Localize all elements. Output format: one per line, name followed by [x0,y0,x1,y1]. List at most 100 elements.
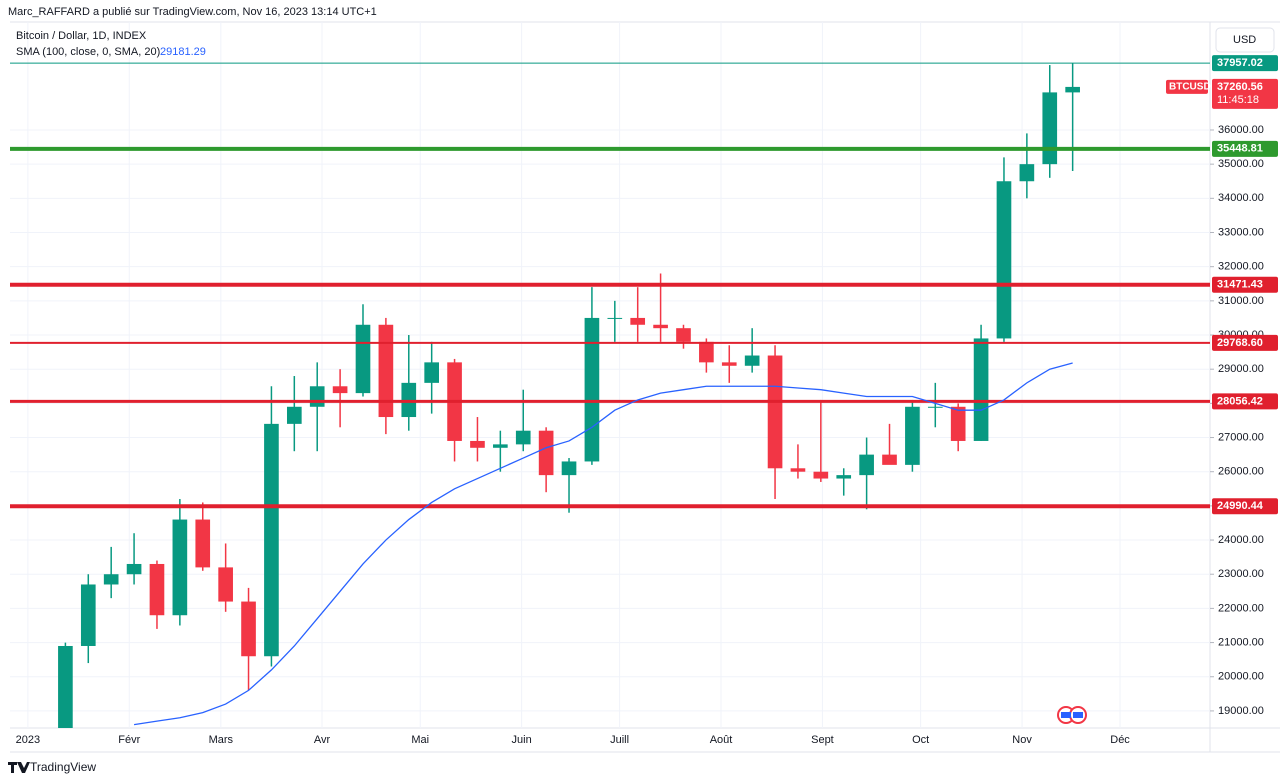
candle-body [950,406,966,441]
candle-body [424,362,439,383]
last-price-tag [1212,78,1278,109]
candle-body [172,519,188,616]
candle-body [195,519,211,568]
last-price: 37260.56 [1217,81,1263,93]
level-tag-label: 37957.02 [1217,57,1263,69]
candle-body [790,468,806,472]
candle-body [744,355,760,366]
level-tag [1212,334,1278,351]
plot-area [10,62,1210,728]
candle-body [859,454,874,476]
candle-body [103,574,119,585]
candle-body [882,454,897,465]
time-axis: 2023 Févr Mars Avr Mai Juin Juill Août Sept Oct No… [16,734,1131,746]
x-tick-label: Nov [1012,734,1032,746]
countdown: 11:45:18 [1217,94,1259,106]
level-tag [1212,498,1278,515]
candle-body [264,423,279,657]
y-tick-label: 29000.00 [1218,363,1264,375]
candle-body [584,317,600,462]
level-tag [1212,140,1278,157]
y-tick-label: 20000.00 [1218,671,1264,683]
y-tick-label: 21000.00 [1218,636,1264,648]
candle-body [996,181,1012,339]
candle-body [607,317,623,319]
y-tick-label: 32000.00 [1218,261,1264,273]
candle-body [241,601,256,657]
y-tick-label: 34000.00 [1218,192,1264,204]
candle-body [1042,92,1058,165]
tradingview-logo [8,762,30,773]
candle-body [515,430,531,445]
x-tick-label: Avr [314,734,331,746]
candle-body [699,341,714,363]
candle-body [630,317,646,325]
candle-body [676,328,691,342]
candle-body [126,563,142,575]
level-tag [1212,55,1278,72]
x-tick-label: Mars [209,734,234,746]
publisher-header: Marc_RAFFARD a publié sur TradingView.co… [8,6,377,18]
candle-body [836,475,852,479]
y-tick-label: 35000.00 [1218,158,1264,170]
candle-body [561,461,577,476]
y-tick-label: 36000.00 [1218,124,1264,136]
candle-body [973,338,989,441]
x-tick-label: Juin [512,734,532,746]
candle-body [80,584,96,646]
candle-body [538,430,554,476]
grid [10,22,1210,728]
candle-body [927,406,943,408]
level-tag [1212,393,1278,410]
candle-body [767,355,783,469]
x-tick-label: Déc [1110,734,1130,746]
candle-body [1019,164,1035,182]
y-tick-label: 23000.00 [1218,568,1264,580]
level-tag-label: 24990.44 [1217,500,1264,512]
candle-body [286,406,302,424]
price-axis: 19000.00 20000.00 21000.00 22000.00 23000.00… [1210,55,1278,717]
symbol-tag [1166,79,1208,94]
footer-brand: TradingView [30,760,96,774]
candle-body [355,324,371,394]
candle-body [149,563,165,616]
level-tag [1212,276,1278,293]
y-tick-label: 19000.00 [1218,705,1264,717]
y-tick-label: 22000.00 [1218,602,1264,614]
candle-body [332,386,348,394]
symbol-tag-text: BTCUSD [1169,82,1211,93]
candle-body [653,324,668,329]
x-tick-label: Août [710,734,733,746]
candle-body [218,567,233,602]
candle-body [309,386,325,407]
currency: USD [1233,34,1256,46]
level-tag-label: 29768.60 [1217,337,1263,349]
x-tick-label: Oct [912,734,929,746]
x-tick-label: Févr [118,734,140,746]
event-icons [1057,706,1087,724]
candle-body [470,440,485,448]
y-tick-label: 24000.00 [1218,534,1264,546]
candle-body [493,444,508,448]
level-tag-label: 31471.43 [1217,279,1263,291]
sma-line [133,362,1073,726]
x-tick-label: 2023 [16,734,40,746]
y-tick-label: 26000.00 [1218,466,1264,478]
candle-body [721,362,737,366]
candle-body [58,645,73,728]
candle-body [378,324,394,418]
candle-body [813,471,829,479]
y-tick-label: 27000.00 [1218,431,1264,443]
currency-button[interactable] [1215,27,1275,53]
x-tick-label: Sept [811,734,834,746]
y-tick-label: 31000.00 [1218,295,1264,307]
level-tag-label: 28056.42 [1217,395,1263,407]
sma-legend: SMA (100, close, 0, SMA, 20) [16,46,160,58]
candle-body [905,406,920,465]
sma-value: 29181.29 [160,46,206,58]
symbol-title: Bitcoin / Dollar, 1D, INDEX [16,30,147,42]
x-tick-label: Juill [610,734,629,746]
x-tick-label: Mai [411,734,429,746]
